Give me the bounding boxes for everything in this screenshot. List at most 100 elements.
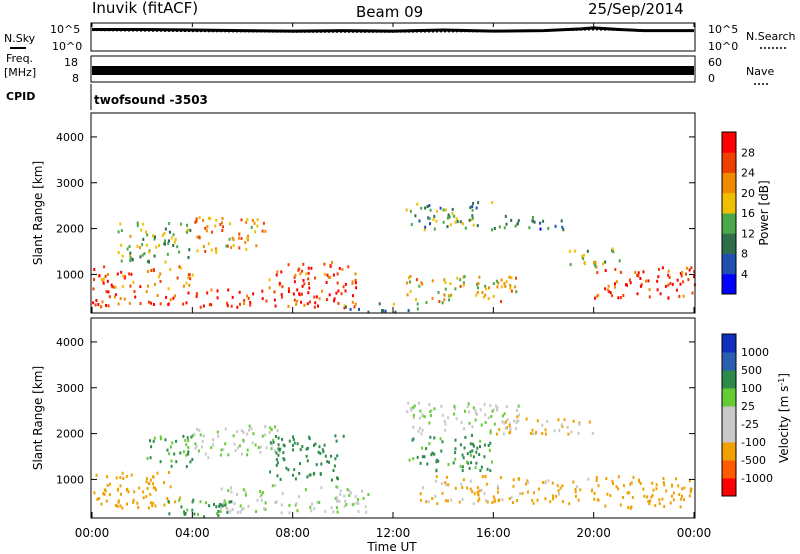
heatmap-cell (202, 434, 205, 438)
heatmap-cell (461, 469, 464, 473)
heatmap-cell (207, 242, 210, 246)
x-tick-label: 00:00 (677, 526, 712, 540)
heatmap-cell (169, 445, 172, 449)
heatmap-cell (254, 443, 257, 447)
heatmap-cell (509, 430, 512, 434)
heatmap-cell (299, 462, 301, 466)
heatmap-cell (406, 293, 409, 297)
heatmap-cell (454, 438, 457, 442)
heatmap-cell (106, 273, 109, 276)
heatmap-cell (131, 258, 134, 262)
heatmap-cell (361, 489, 364, 493)
heatmap-cell (518, 413, 521, 417)
heatmap-cell (429, 410, 432, 413)
heatmap-cell (176, 276, 179, 280)
heatmap-cell (345, 503, 348, 507)
heatmap-cell (532, 216, 534, 219)
heatmap-cell (164, 438, 167, 442)
heatmap-cell (619, 270, 622, 274)
heatmap-cell (222, 502, 225, 506)
heatmap-cell (496, 408, 499, 412)
heatmap-cell (154, 486, 156, 490)
y-tick-label: 4000 (56, 336, 84, 349)
heatmap-cell (531, 219, 534, 223)
heatmap-cell (626, 491, 629, 495)
heatmap-cell (560, 423, 563, 427)
heatmap-cell (640, 283, 643, 287)
heatmap-cell (612, 482, 614, 486)
heatmap-cell (236, 305, 239, 309)
heatmap-cell (303, 282, 306, 286)
heatmap-cell (436, 502, 439, 506)
heatmap-cell (173, 240, 176, 244)
heatmap-cell (531, 498, 534, 502)
heatmap-cell (233, 502, 236, 506)
heatmap-cell (282, 451, 285, 455)
heatmap-cell (259, 450, 262, 454)
colorbar-tick-label: 28 (741, 146, 755, 159)
heatmap-cell (313, 471, 316, 475)
heatmap-cell (323, 262, 326, 266)
heatmap-cell (493, 498, 496, 502)
heatmap-cell (463, 427, 466, 431)
heatmap-cell (132, 280, 135, 284)
heatmap-cell (196, 427, 198, 431)
heatmap-cell (344, 289, 347, 293)
heatmap-cell (461, 486, 464, 489)
heatmap-cell (505, 280, 508, 284)
heatmap-cell (246, 236, 249, 240)
colorbar-segment (722, 192, 736, 214)
heatmap-cell (405, 281, 408, 285)
heatmap-cell (168, 222, 171, 225)
heatmap-cell (446, 225, 449, 229)
heatmap-cell (527, 481, 530, 485)
heatmap-cell (225, 244, 228, 248)
heatmap-cell (447, 483, 450, 487)
heatmap-cell (351, 300, 354, 304)
heatmap-cell (187, 291, 190, 295)
heatmap-cell (429, 435, 432, 439)
heatmap-cell (690, 266, 693, 270)
power-colorbar: 28 24 20 16 12 8 4 (721, 131, 755, 295)
heatmap-cell (307, 266, 310, 270)
heatmap-cell (544, 497, 547, 501)
heatmap-cell (355, 286, 358, 290)
colorbar-tick-label: 1000 (741, 346, 769, 359)
heatmap-cell (128, 301, 131, 305)
heatmap-cell (166, 252, 169, 256)
heatmap-cell (505, 222, 508, 226)
heatmap-cell (159, 279, 162, 283)
heatmap-cell (429, 222, 431, 226)
heatmap-cell (651, 481, 654, 485)
heatmap-cell (485, 482, 488, 486)
heatmap-cell (622, 294, 625, 297)
heatmap-cell (270, 447, 273, 451)
heatmap-cell (174, 294, 176, 298)
heatmap-cell (447, 499, 449, 503)
heatmap-cell (409, 275, 412, 278)
colorbar-segment (722, 132, 736, 153)
heatmap-cell (111, 285, 114, 289)
heatmap-cell (460, 482, 463, 486)
heatmap-cell (475, 293, 478, 297)
heatmap-cell (351, 282, 354, 286)
heatmap-cell (647, 279, 650, 283)
heatmap-cell (151, 504, 154, 508)
heatmap-cell (198, 428, 201, 432)
heatmap-cell (679, 505, 682, 509)
heatmap-cell (517, 219, 520, 223)
heatmap-cell (269, 426, 272, 430)
heatmap-cell (655, 487, 658, 491)
heatmap-cell (221, 504, 224, 508)
heatmap-cell (302, 279, 305, 282)
heatmap-cell (273, 290, 276, 294)
heatmap-cell (120, 492, 122, 496)
heatmap-cell (501, 498, 504, 502)
heatmap-cell (227, 453, 230, 457)
heatmap-cell (443, 298, 446, 302)
heatmap-cell (504, 426, 507, 430)
heatmap-cell (348, 489, 351, 493)
heatmap-cell (108, 493, 111, 497)
heatmap-cell (654, 504, 657, 508)
heatmap-cell (93, 491, 96, 495)
